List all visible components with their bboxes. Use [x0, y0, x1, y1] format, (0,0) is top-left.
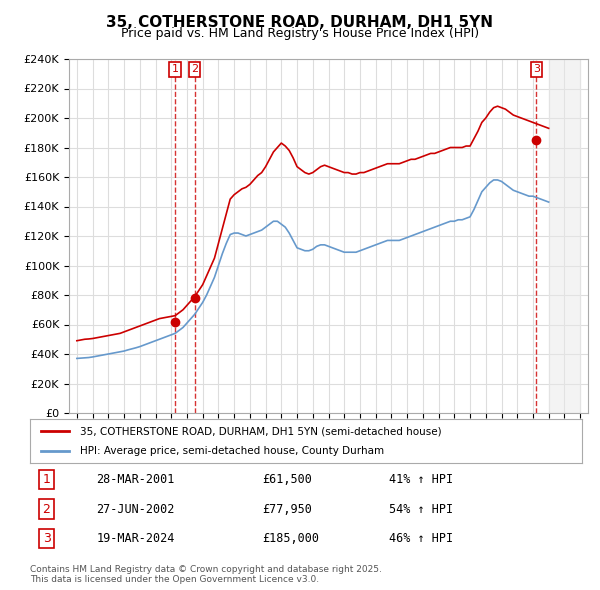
- Text: 2: 2: [191, 64, 198, 74]
- Text: 27-JUN-2002: 27-JUN-2002: [96, 503, 175, 516]
- Text: Contains HM Land Registry data © Crown copyright and database right 2025.
This d: Contains HM Land Registry data © Crown c…: [30, 565, 382, 584]
- Text: 28-MAR-2001: 28-MAR-2001: [96, 473, 175, 486]
- Text: Price paid vs. HM Land Registry's House Price Index (HPI): Price paid vs. HM Land Registry's House …: [121, 27, 479, 40]
- Text: £77,950: £77,950: [262, 503, 312, 516]
- Text: £61,500: £61,500: [262, 473, 312, 486]
- Text: HPI: Average price, semi-detached house, County Durham: HPI: Average price, semi-detached house,…: [80, 446, 384, 455]
- Text: 1: 1: [43, 473, 50, 486]
- Text: 46% ↑ HPI: 46% ↑ HPI: [389, 532, 453, 545]
- Text: 35, COTHERSTONE ROAD, DURHAM, DH1 5YN: 35, COTHERSTONE ROAD, DURHAM, DH1 5YN: [107, 15, 493, 30]
- Text: 19-MAR-2024: 19-MAR-2024: [96, 532, 175, 545]
- Text: £185,000: £185,000: [262, 532, 319, 545]
- Text: 54% ↑ HPI: 54% ↑ HPI: [389, 503, 453, 516]
- Text: 1: 1: [172, 64, 178, 74]
- Text: 3: 3: [533, 64, 540, 74]
- Text: 35, COTHERSTONE ROAD, DURHAM, DH1 5YN (semi-detached house): 35, COTHERSTONE ROAD, DURHAM, DH1 5YN (s…: [80, 427, 442, 436]
- Bar: [548, 59, 580, 413]
- Text: 41% ↑ HPI: 41% ↑ HPI: [389, 473, 453, 486]
- Text: 3: 3: [43, 532, 50, 545]
- Text: 2: 2: [43, 503, 50, 516]
